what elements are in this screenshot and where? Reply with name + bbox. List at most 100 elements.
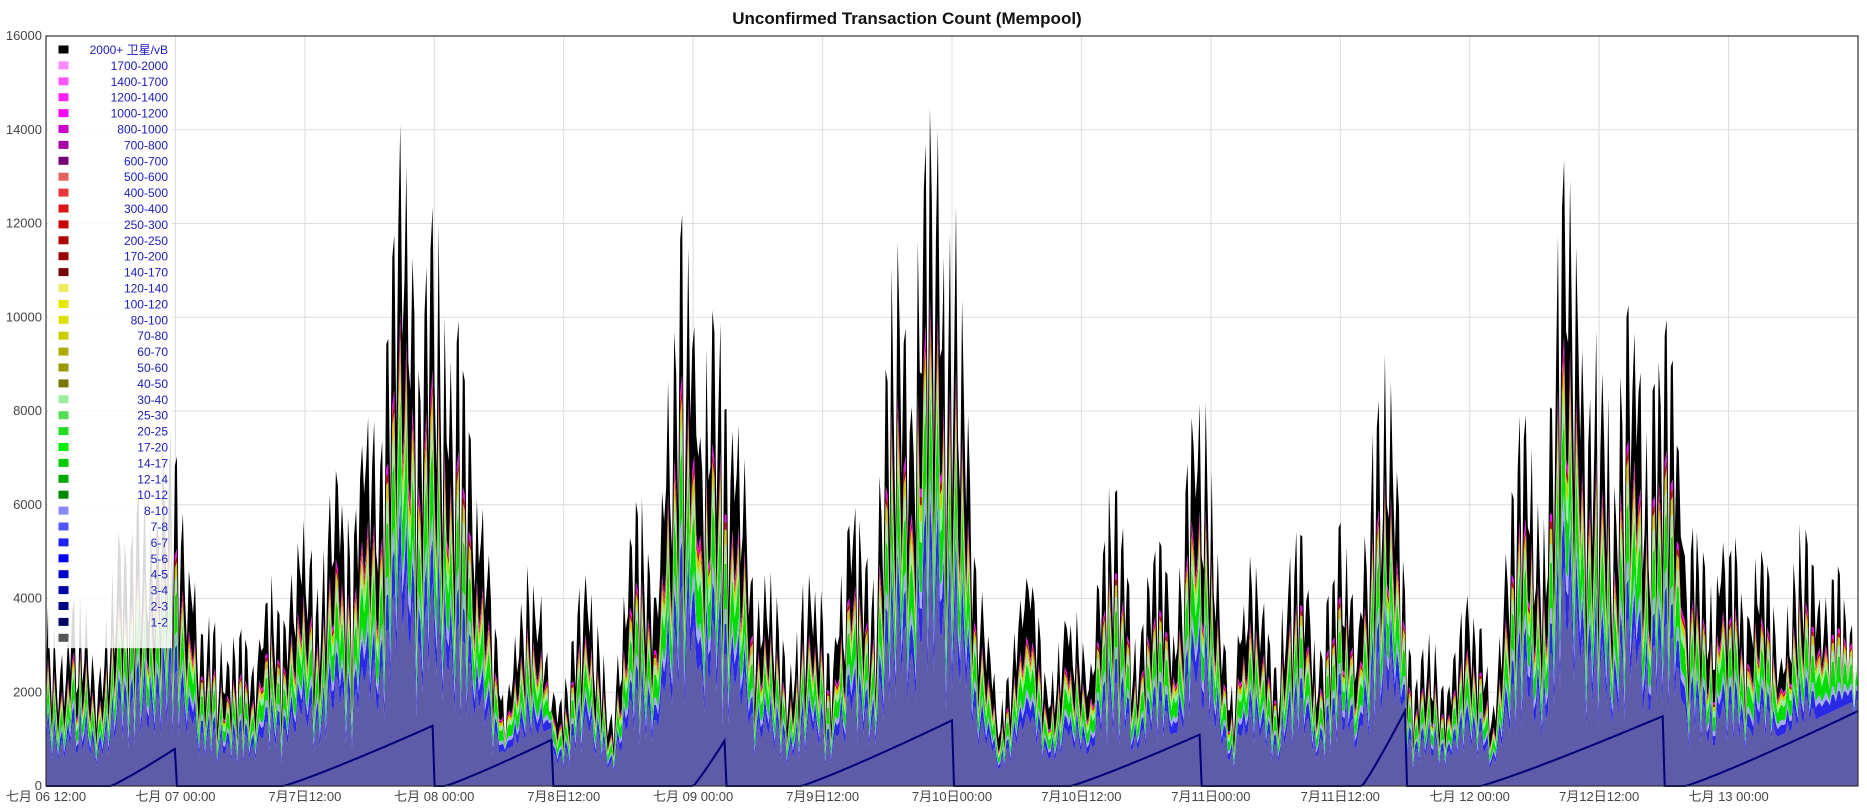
x-tick-label: 7月10日12:00: [1041, 789, 1121, 804]
area-series-8: [46, 107, 1858, 758]
legend-label: 100-120: [124, 297, 168, 311]
legend-swatch: [57, 155, 70, 166]
legend-label: 10-12: [137, 488, 168, 502]
legend-swatch: [57, 108, 70, 119]
legend-swatch: [57, 171, 70, 182]
legend-label: 400-500: [124, 186, 168, 200]
x-tick-label: 七月 13 00:00: [1688, 789, 1768, 804]
legend-label: 170-200: [124, 250, 168, 264]
legend-label: 2-3: [151, 600, 169, 614]
x-tick-label: 七月 08 00:00: [394, 789, 474, 804]
x-tick-label: 七月 07 00:00: [135, 789, 215, 804]
legend-swatch: [57, 378, 70, 389]
legend-swatch: [57, 203, 70, 214]
x-tick-label: 7月9日12:00: [786, 789, 859, 804]
legend-swatch: [57, 457, 70, 468]
legend-label: 4-5: [151, 568, 169, 582]
legend-swatch: [57, 632, 70, 643]
legend-label: 50-60: [137, 361, 168, 375]
legend-label: 1000-1200: [111, 107, 169, 121]
stacked-areas: [46, 107, 1859, 787]
legend-label: 200-250: [124, 234, 168, 248]
legend-label: 1400-1700: [111, 75, 169, 89]
legend-label: 1700-2000: [111, 59, 169, 73]
legend-label: 20-25: [137, 425, 168, 439]
legend-label: 25-30: [137, 409, 168, 423]
legend-swatch: [57, 362, 70, 373]
legend-label: 80-100: [131, 313, 169, 327]
area-series-1: [46, 494, 1858, 773]
legend-swatch: [57, 426, 70, 437]
legend-label: 17-20: [137, 441, 168, 455]
y-tick-label: 12000: [6, 216, 42, 231]
y-tick-label: 16000: [6, 28, 42, 43]
legend-label: 6-7: [151, 536, 169, 550]
legend-swatch: [57, 76, 70, 87]
legend-swatch: [57, 569, 70, 580]
y-tick-label: 6000: [13, 497, 42, 512]
legend-label: 8-10: [144, 504, 168, 518]
base-trend-line: [46, 707, 1859, 787]
legend-label: 12-14: [137, 472, 168, 486]
legend-label: 250-300: [124, 218, 168, 232]
legend-label: 60-70: [137, 345, 168, 359]
legend-label: 700-800: [124, 138, 168, 152]
legend-swatch: [57, 139, 70, 150]
x-tick-label: 七月 09 00:00: [653, 789, 733, 804]
legend-swatch: [57, 489, 70, 500]
legend-swatch: [57, 251, 70, 262]
legend-swatch: [57, 219, 70, 230]
legend-swatch: [57, 187, 70, 198]
legend-swatch: [57, 235, 70, 246]
legend-swatch: [57, 394, 70, 405]
legend-swatch: [57, 616, 70, 627]
legend-swatch: [57, 92, 70, 103]
legend-label: 120-140: [124, 282, 168, 296]
y-tick-label: 8000: [13, 403, 42, 418]
y-tick-label: 10000: [6, 309, 42, 324]
legend-swatch: [57, 442, 70, 452]
legend-swatch: [57, 585, 70, 596]
legend-swatch: [57, 473, 70, 484]
legend: 2000+ 卫星/vB 1700-2000 1400-1700 1200-1400 10…: [48, 38, 172, 649]
legend-swatch: [57, 314, 70, 325]
legend-label: 30-40: [137, 393, 168, 407]
legend-swatch: [57, 330, 70, 341]
legend-swatch: [57, 505, 70, 516]
legend-swatch: [57, 410, 70, 421]
legend-swatch: [57, 346, 70, 357]
legend-label: 300-400: [124, 202, 168, 216]
legend-label: 2000+ 卫星/vB: [90, 43, 168, 57]
x-tick-label: 七月 06 12:00: [6, 789, 86, 804]
plot-frame: [45, 35, 1859, 787]
legend-swatch: [57, 44, 70, 55]
x-tick-label: 七月 12 00:00: [1430, 789, 1510, 804]
y-tick-label: 14000: [6, 122, 42, 137]
axes: 0 2000 4000 6000 8000 10000 12000 14000 16000 七月 …: [6, 28, 1859, 804]
x-tick-label: 7月11日12:00: [1301, 789, 1380, 804]
legend-label: 5-6: [151, 552, 169, 566]
legend-swatch: [57, 298, 70, 309]
legend-swatch: [57, 283, 70, 293]
legend-label: 1200-1400: [111, 91, 169, 105]
x-tick-label: 7月10日00:00: [912, 789, 992, 804]
legend-label: 140-170: [124, 266, 168, 280]
y-tick-label: 0: [35, 778, 42, 793]
x-tick-label: 7月8日12:00: [527, 789, 600, 804]
legend-swatch: [57, 267, 70, 278]
legend-label: 40-50: [137, 377, 168, 391]
x-tick-label: 7月7日12:00: [268, 789, 341, 804]
legend-label: 7-8: [151, 520, 169, 534]
legend-label: 600-700: [124, 154, 168, 168]
legend-label: 3-4: [151, 584, 169, 598]
legend-label: 14-17: [137, 456, 168, 470]
legend-swatch: [57, 537, 70, 548]
legend-label: 70-80: [137, 329, 168, 343]
legend-label: 500-600: [124, 170, 168, 184]
chart-title: Unconfirmed Transaction Count (Mempool): [732, 9, 1081, 28]
legend-swatch: [57, 124, 70, 134]
legend-label: 800-1000: [117, 123, 168, 137]
legend-swatch: [57, 553, 70, 564]
legend-swatch: [57, 601, 70, 611]
